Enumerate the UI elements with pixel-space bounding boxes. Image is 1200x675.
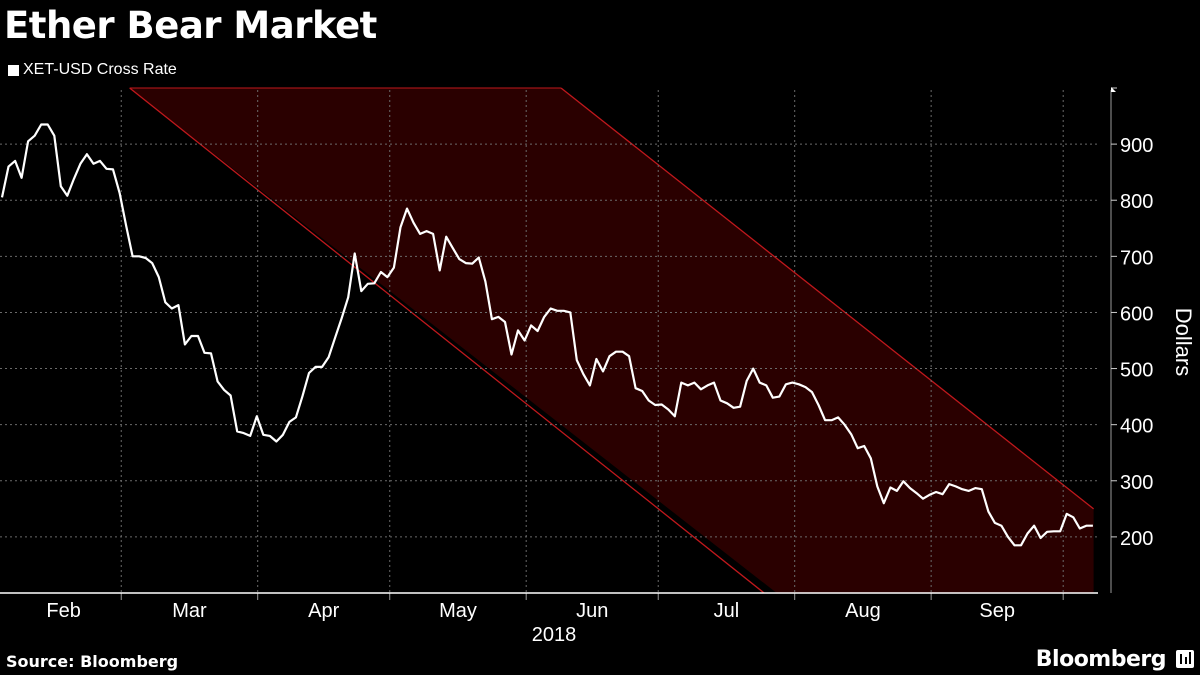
channel-upper-line bbox=[560, 87, 1095, 510]
legend-label: XET-USD Cross Rate bbox=[23, 61, 177, 78]
x-tick-label-apr: Apr bbox=[308, 600, 339, 622]
source-label: Source: Bloomberg bbox=[6, 652, 179, 671]
y-axis-arrow-icon bbox=[1111, 87, 1116, 92]
x-tick-label-may: May bbox=[439, 600, 477, 622]
x-tick-label-mar: Mar bbox=[172, 600, 207, 622]
y-tick-label-600: 600 bbox=[1120, 303, 1153, 325]
y-tick-label-700: 700 bbox=[1120, 247, 1153, 269]
y-tick-label-200: 200 bbox=[1120, 528, 1153, 550]
channel-fill bbox=[129, 88, 1094, 593]
series-line-0 bbox=[0, 123, 1093, 547]
x-tick-label-aug: Aug bbox=[845, 600, 881, 622]
x-tick-label-jul: Jul bbox=[714, 600, 740, 622]
y-tick-label-900: 900 bbox=[1120, 135, 1153, 157]
y-tick-label-400: 400 bbox=[1120, 416, 1153, 438]
y-tick-label-500: 500 bbox=[1120, 360, 1153, 382]
legend: XET-USD Cross Rate bbox=[8, 61, 177, 79]
x-tick-label-sep: Sep bbox=[979, 600, 1015, 622]
x-axis-year-label: 2018 bbox=[532, 624, 577, 646]
legend-swatch bbox=[8, 64, 19, 76]
y-tick-label-300: 300 bbox=[1120, 472, 1153, 494]
channel-lower-line bbox=[129, 88, 766, 593]
x-tick-label-jun: Jun bbox=[576, 600, 608, 622]
y-tick-label-800: 800 bbox=[1120, 191, 1153, 213]
chart-title: Ether Bear Market bbox=[4, 4, 377, 47]
y-axis-title: Dollars bbox=[1171, 308, 1196, 376]
brand-logo-text: Bloomberg bbox=[1035, 647, 1167, 672]
x-tick-label-feb: Feb bbox=[46, 600, 80, 622]
bloomberg-icon bbox=[1176, 650, 1194, 668]
